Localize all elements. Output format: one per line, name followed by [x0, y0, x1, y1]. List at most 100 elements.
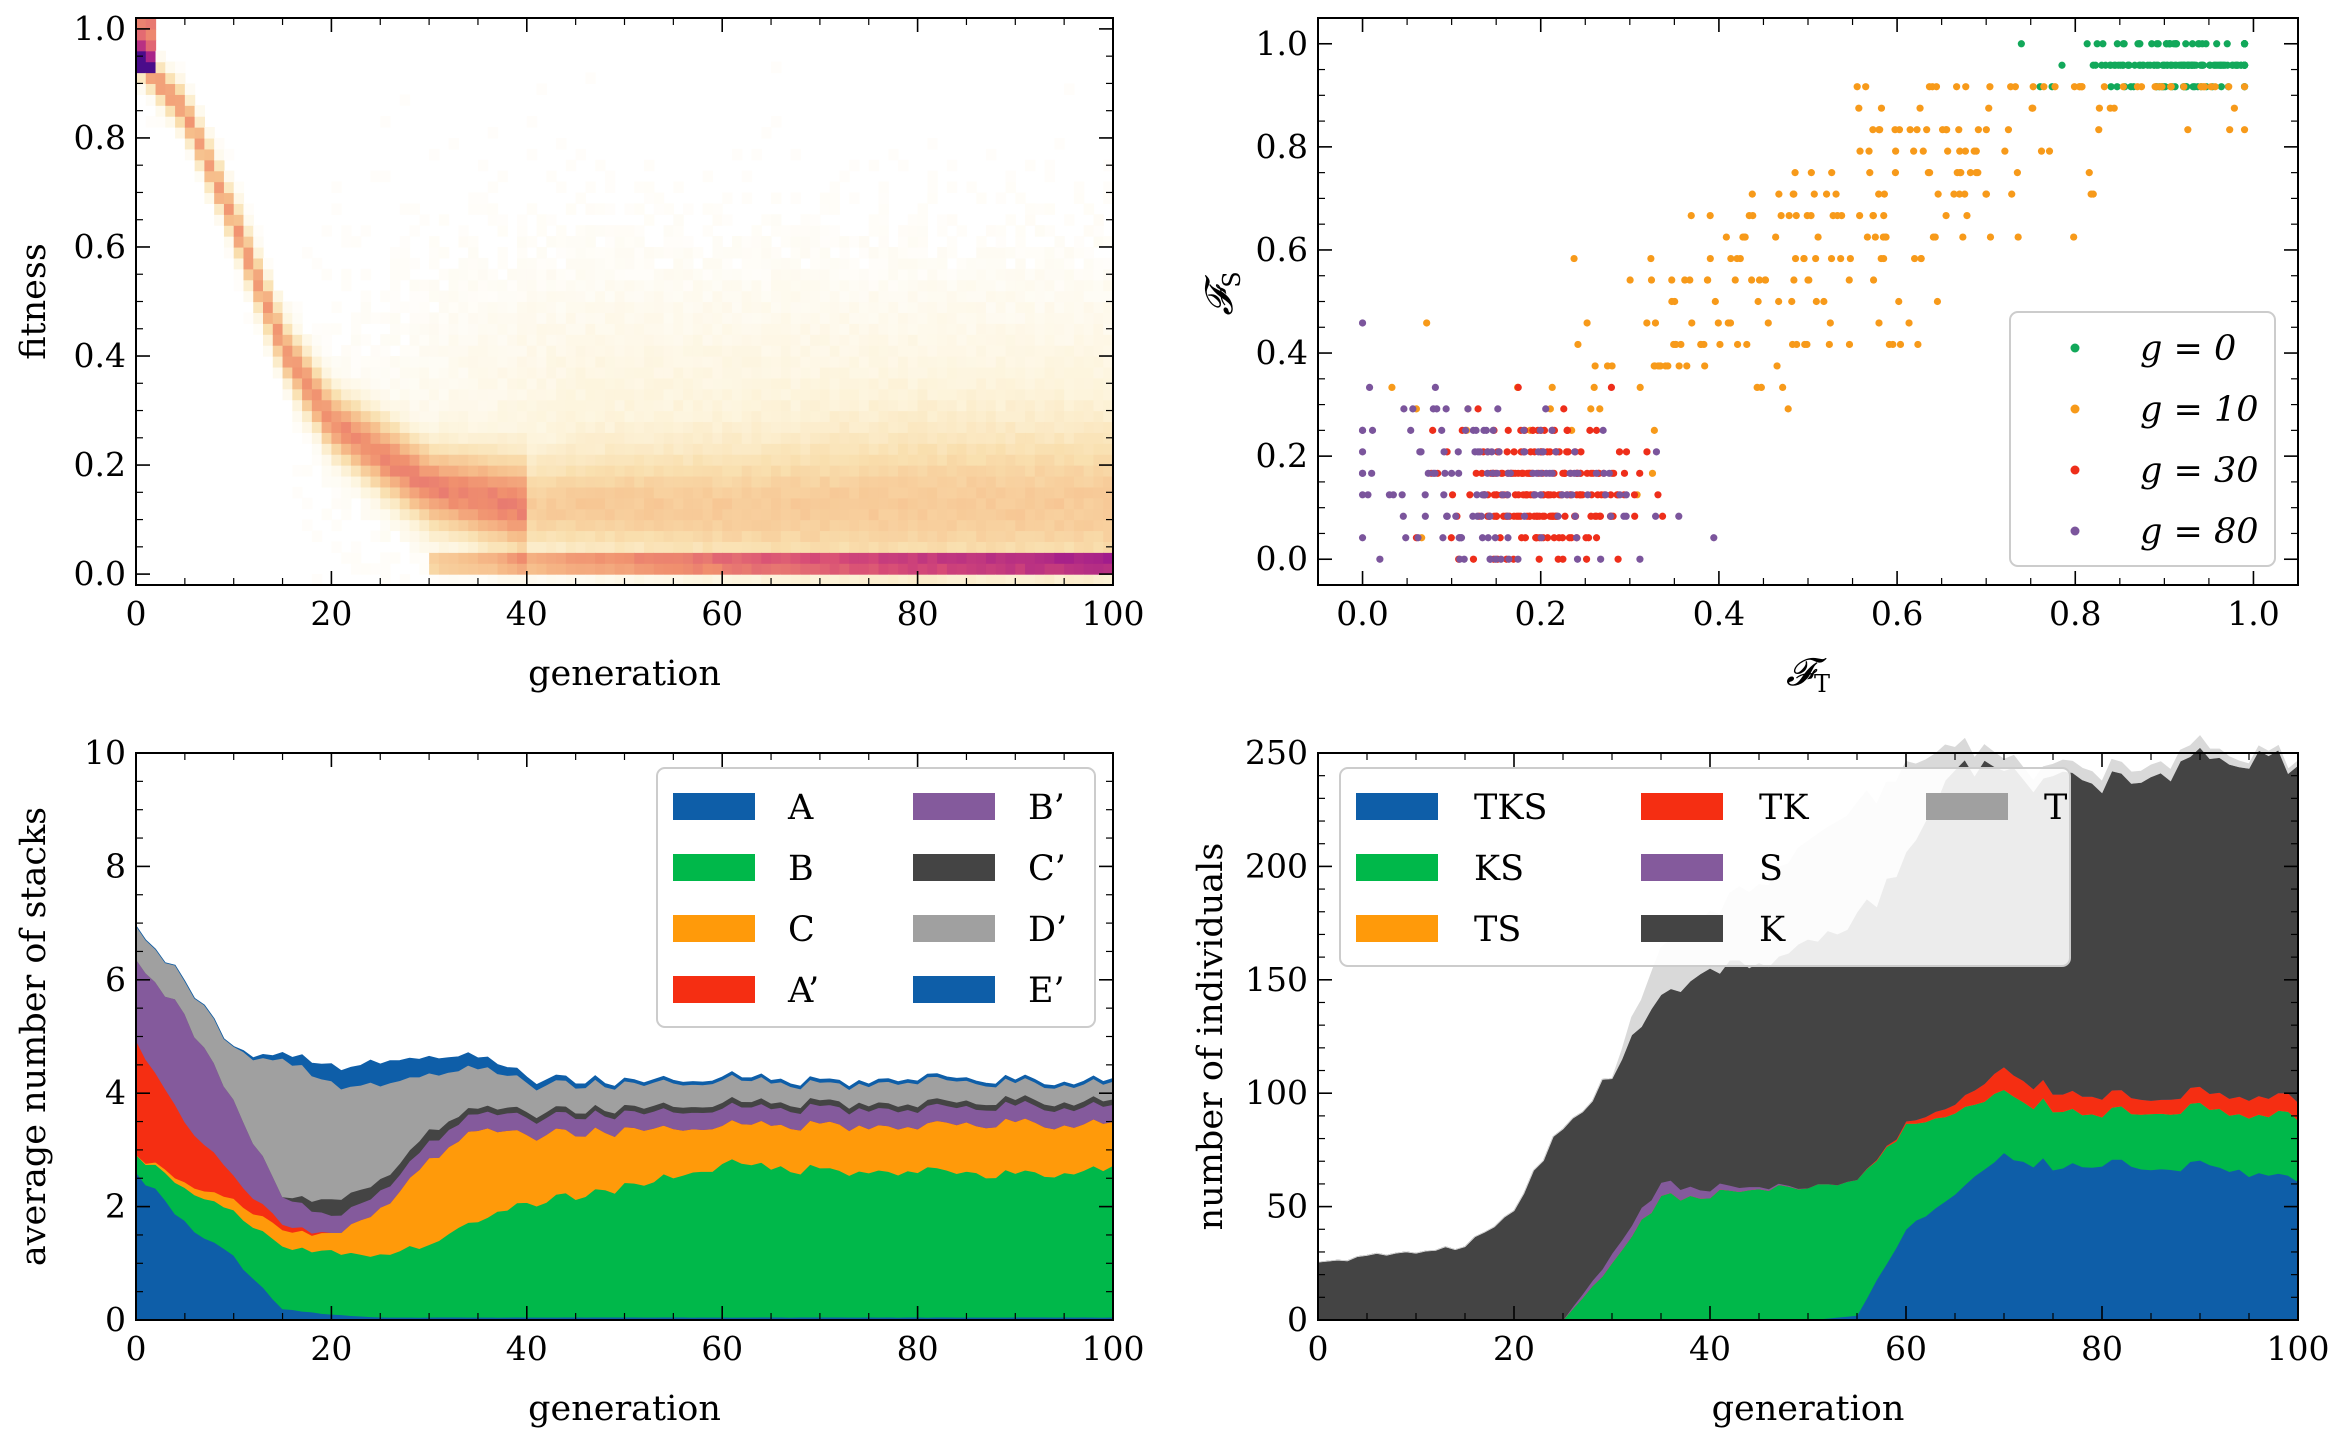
heatmap-cell — [1064, 334, 1075, 346]
heatmap-cell — [556, 301, 567, 314]
heatmap-cell — [1054, 410, 1065, 423]
heatmap-cell — [800, 574, 811, 586]
heatmap-cell — [546, 301, 557, 314]
heatmap-cell — [585, 432, 596, 444]
heatmap-cell — [507, 563, 518, 575]
heatmap-cell — [966, 356, 977, 368]
heatmap-cell — [624, 497, 635, 510]
heatmap-cell — [575, 497, 587, 510]
heatmap-cell — [380, 345, 391, 357]
heatmap-cell — [917, 377, 928, 390]
heatmap-cell — [517, 454, 528, 466]
heatmap-cell — [223, 181, 235, 194]
heatmap-cell — [399, 356, 411, 368]
heatmap-cell — [878, 574, 889, 586]
heatmap-cell — [223, 148, 235, 161]
heatmap-cell — [790, 465, 801, 477]
heatmap-cell — [858, 312, 870, 324]
heatmap-cell — [819, 475, 831, 488]
heatmap-cell — [419, 421, 430, 433]
heatmap-cell — [995, 356, 1007, 368]
heatmap-cell — [702, 257, 714, 270]
heatmap-cell — [370, 388, 381, 401]
heatmap-cell — [800, 214, 811, 226]
scatter-point — [1631, 512, 1639, 520]
heatmap-cell — [819, 345, 831, 357]
heatmap-cell — [751, 465, 762, 477]
heatmap-cell — [429, 443, 440, 455]
heatmap-cell — [683, 519, 694, 532]
heatmap-cell — [663, 312, 674, 324]
heatmap-cell — [1073, 410, 1085, 423]
heatmap-cell — [390, 497, 401, 510]
heatmap-cell — [644, 356, 655, 368]
heatmap-cell — [917, 432, 928, 444]
heatmap-cell — [702, 410, 714, 423]
heatmap-cell — [585, 508, 596, 521]
heatmap-cell — [634, 410, 645, 423]
heatmap-cell — [487, 279, 499, 292]
heatmap-cell — [712, 279, 723, 292]
heatmap-cell — [350, 377, 362, 390]
heatmap-cell — [878, 356, 889, 368]
scatter-point — [2180, 83, 2188, 91]
heatmap-cell — [810, 465, 821, 477]
heatmap-cell — [468, 279, 479, 292]
heatmap-cell — [761, 563, 772, 575]
heatmap-cell — [517, 225, 528, 237]
heatmap-cell — [878, 377, 889, 390]
heatmap-cell — [526, 497, 538, 510]
heatmap-cell — [399, 203, 411, 215]
heatmap-cell — [1015, 345, 1026, 357]
heatmap-cell — [946, 443, 958, 455]
scatter-point — [1587, 405, 1595, 413]
heatmap-cell — [634, 541, 645, 553]
heatmap-cell — [536, 519, 547, 532]
heatmap-cell — [292, 345, 303, 357]
heatmap-cell — [1015, 268, 1026, 281]
heatmap-cell — [712, 574, 723, 586]
scatter-point — [1905, 319, 1913, 327]
heatmap-cell — [956, 377, 968, 390]
heatmap-cell — [477, 312, 489, 324]
scatter-point — [1592, 469, 1601, 477]
scatter-point — [1869, 126, 1877, 134]
heatmap-cell — [937, 574, 948, 586]
heatmap-cell — [536, 497, 547, 510]
heatmap-cell — [614, 497, 626, 510]
heatmap-cell — [800, 563, 811, 575]
heatmap-cell — [800, 508, 811, 521]
heatmap-cell — [751, 236, 762, 248]
heatmap-cell — [663, 356, 674, 368]
heatmap-cell — [497, 443, 508, 455]
heatmap-cell — [956, 388, 968, 401]
heatmap-cell — [614, 236, 626, 248]
scatter-point — [1910, 254, 1919, 263]
scatter-point — [1926, 169, 1934, 177]
heatmap-cell — [653, 334, 665, 346]
scatter-point — [2120, 40, 2128, 48]
heatmap-cell — [409, 508, 420, 521]
heatmap-cell — [956, 399, 968, 412]
scatter-point — [1535, 555, 1543, 563]
heatmap-cell — [477, 257, 489, 270]
heatmap-cell — [145, 94, 157, 106]
heatmap-cell — [917, 574, 928, 586]
heatmap-cell — [507, 541, 518, 553]
heatmap-cell — [878, 334, 889, 346]
heatmap-cell — [819, 530, 831, 542]
heatmap-cell — [731, 497, 743, 510]
heatmap-cell — [194, 159, 205, 172]
scatter-point — [1400, 405, 1408, 413]
heatmap-cell — [819, 421, 831, 433]
scatter-point — [1472, 469, 1480, 477]
heatmap-cell — [976, 475, 987, 488]
heatmap-cell — [556, 475, 567, 488]
heatmap-cell — [175, 127, 186, 139]
heatmap-cell — [1044, 257, 1055, 270]
heatmap-cell — [526, 530, 538, 542]
heatmap-cell — [263, 257, 274, 270]
heatmap-cell — [604, 334, 616, 346]
heatmap-cell — [399, 388, 411, 401]
heatmap-cell — [233, 279, 245, 292]
